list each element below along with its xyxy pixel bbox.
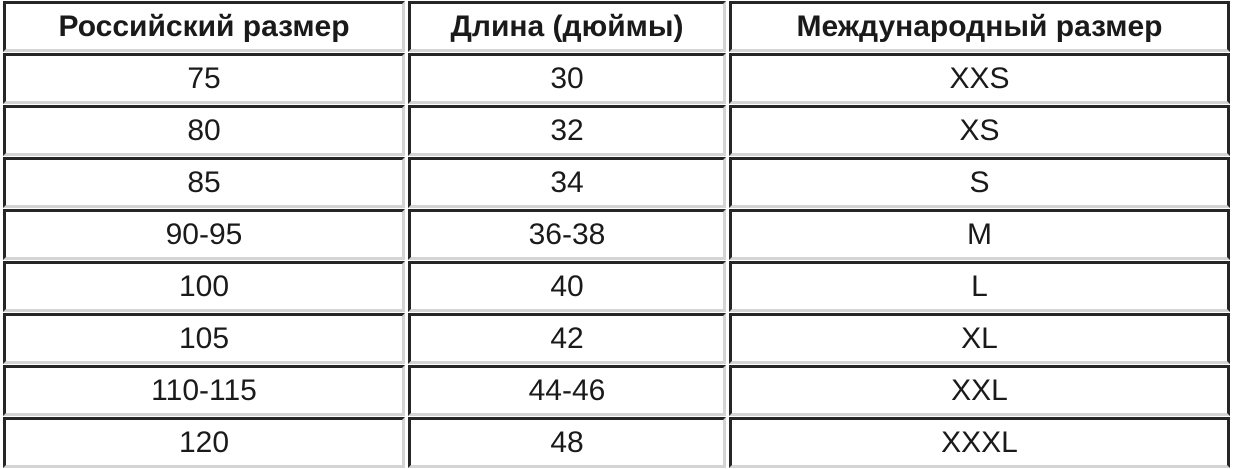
table-row: 90-95 36-38 M <box>3 209 1230 260</box>
table-cell: XXS <box>729 53 1230 104</box>
table-row: 80 32 XS <box>3 105 1230 156</box>
table-cell: 85 <box>3 157 405 208</box>
table-row: 85 34 S <box>3 157 1230 208</box>
table-cell: XS <box>729 105 1230 156</box>
table-cell: 30 <box>408 53 726 104</box>
table-cell: 105 <box>3 313 405 364</box>
table-cell: 48 <box>408 417 726 468</box>
table-cell: 80 <box>3 105 405 156</box>
table-cell: 44-46 <box>408 365 726 416</box>
table-cell: 110-115 <box>3 365 405 416</box>
table-cell: 36-38 <box>408 209 726 260</box>
header-cell-russian-size: Российский размер <box>3 1 405 52</box>
table-cell: 42 <box>408 313 726 364</box>
table-cell: XXXL <box>729 417 1230 468</box>
table-cell: S <box>729 157 1230 208</box>
table-cell: 90-95 <box>3 209 405 260</box>
header-row: Российский размер Длина (дюймы) Междунар… <box>3 1 1230 52</box>
header-cell-international-size: Международный размер <box>729 1 1230 52</box>
table-cell: L <box>729 261 1230 312</box>
table-cell: 100 <box>3 261 405 312</box>
table-cell: 75 <box>3 53 405 104</box>
header-cell-length-inches: Длина (дюймы) <box>408 1 726 52</box>
table-row: 100 40 L <box>3 261 1230 312</box>
table-row: 110-115 44-46 XXL <box>3 365 1230 416</box>
table-cell: XXL <box>729 365 1230 416</box>
table-cell: 34 <box>408 157 726 208</box>
table-cell: M <box>729 209 1230 260</box>
table-cell: XL <box>729 313 1230 364</box>
table-cell: 120 <box>3 417 405 468</box>
table-header: Российский размер Длина (дюймы) Междунар… <box>3 1 1230 52</box>
table-row: 75 30 XXS <box>3 53 1230 104</box>
table-body: 75 30 XXS 80 32 XS 85 34 S 90-95 36-38 M… <box>3 53 1230 468</box>
table-cell: 32 <box>408 105 726 156</box>
table-cell: 40 <box>408 261 726 312</box>
table-row: 120 48 XXXL <box>3 417 1230 468</box>
table-row: 105 42 XL <box>3 313 1230 364</box>
